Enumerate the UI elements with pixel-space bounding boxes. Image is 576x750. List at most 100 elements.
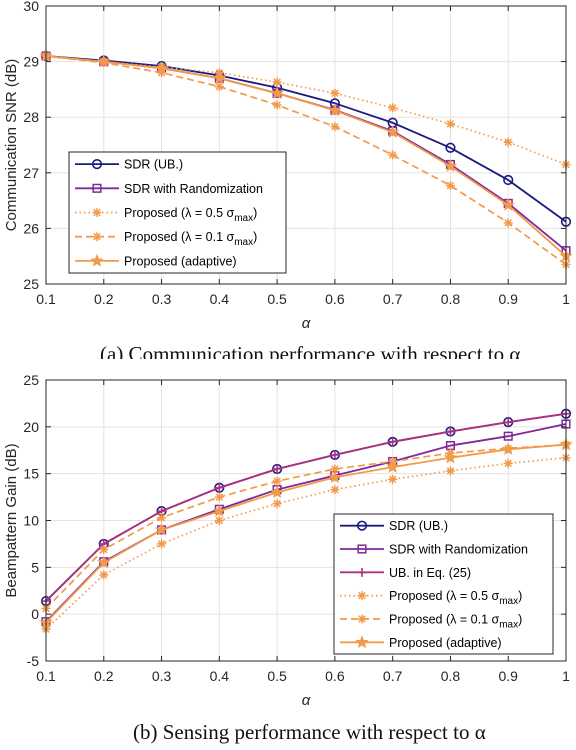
marker-plus <box>214 483 224 493</box>
caption-b: (b) Sensing performance with respect to … <box>133 720 486 744</box>
legend-box <box>68 151 287 274</box>
marker-square <box>92 183 102 193</box>
marker-asterisk <box>92 232 102 242</box>
legend-entry: Proposed (λ = 0.5 σmax) <box>124 206 257 224</box>
legend-entry: Proposed (λ = 0.1 σmax) <box>124 230 257 248</box>
x-axis-label: α <box>302 315 311 332</box>
marker-asterisk <box>357 591 367 601</box>
marker-asterisk <box>330 88 340 98</box>
marker-asterisk <box>214 492 224 502</box>
marker-star <box>385 125 400 138</box>
y-tick-label: 25 <box>23 372 39 388</box>
legend-entry: SDR with Randomization <box>389 543 528 557</box>
marker-star <box>501 197 515 211</box>
x-tick-label: 0.1 <box>36 668 56 684</box>
marker-star <box>212 504 227 517</box>
marker-asterisk <box>330 485 340 495</box>
x-tick-label: 0.5 <box>267 668 287 684</box>
marker-plus <box>445 427 455 437</box>
x-tick-label: 0.6 <box>325 668 345 684</box>
marker-asterisk <box>388 103 398 113</box>
x-tick-label: 0.2 <box>94 668 114 684</box>
marker-asterisk <box>388 150 398 160</box>
y-tick-label: 5 <box>31 559 39 575</box>
marker-star <box>443 450 458 464</box>
legend-entry: Proposed (λ = 0.1 σmax) <box>389 613 522 631</box>
marker-star <box>355 635 369 649</box>
series-line <box>45 456 567 630</box>
y-axis-label: Beampattern Gain (dB) <box>3 443 20 597</box>
x-tick-label: 0.8 <box>441 668 461 684</box>
marker-asterisk <box>388 474 398 484</box>
y-tick-label: 0 <box>31 606 39 622</box>
marker-star <box>212 71 227 85</box>
series-line <box>45 443 567 610</box>
marker-circle <box>356 520 368 531</box>
legend-box <box>333 513 554 655</box>
legend-entry: SDR (UB.) <box>389 519 448 533</box>
x-tick-label: 0.1 <box>36 291 56 307</box>
x-tick-label: 0.2 <box>94 291 114 307</box>
series-line <box>45 55 567 166</box>
y-tick-label: 20 <box>23 419 39 435</box>
marker-star <box>97 555 111 569</box>
y-tick-label: 25 <box>23 276 39 292</box>
x-tick-label: 0.7 <box>383 291 403 307</box>
x-tick-label: 1 <box>562 291 570 307</box>
axes-box <box>45 5 567 285</box>
y-tick-label: 29 <box>23 54 39 70</box>
marker-asterisk <box>214 516 224 525</box>
marker-asterisk <box>330 464 340 474</box>
marker-asterisk <box>214 82 224 92</box>
y-tick-label: 30 <box>23 0 39 14</box>
marker-asterisk <box>445 119 455 129</box>
series-line <box>45 412 567 602</box>
y-axis-label: Communication SNR (dB) <box>3 59 20 232</box>
x-tick-label: 0.4 <box>210 668 230 684</box>
y-tick-label: -5 <box>27 653 40 669</box>
y-tick-label: 15 <box>23 466 39 482</box>
marker-asterisk <box>503 218 513 228</box>
series-line <box>45 55 567 266</box>
marker-star <box>154 61 169 75</box>
legend-entry: Proposed (adaptive) <box>389 636 502 650</box>
series-3 <box>41 453 571 634</box>
x-tick-label: 1 <box>562 668 570 684</box>
legend: SDR (UB.) SDR with Randomization Proposed … <box>68 151 287 274</box>
legend-entry: SDR (UB.) <box>124 158 183 172</box>
chart-0: 0.1 0.2 0.3 0.4 0.5 0.6 0.7 0.8 0.9 1 25 26 27 28 29 30… <box>3 0 573 332</box>
legend-entry: SDR with Randomization <box>124 182 263 196</box>
marker-star <box>443 159 458 172</box>
y-tick-label: 28 <box>23 109 39 125</box>
marker-asterisk <box>272 499 282 509</box>
marker-asterisk <box>503 458 513 468</box>
x-axis-label: α <box>302 692 311 709</box>
x-tick-label: 0.8 <box>441 291 461 307</box>
marker-square <box>503 431 513 441</box>
marker-star <box>328 470 342 484</box>
marker-plus <box>357 567 367 577</box>
marker-plus <box>272 464 282 474</box>
marker-asterisk <box>99 570 109 580</box>
y-tick-label: 26 <box>23 220 39 236</box>
marker-star <box>385 460 400 473</box>
chart-1: 0.1 0.2 0.3 0.4 0.5 0.6 0.7 0.8 0.9 1 -5 0 5 10 15 20 25… <box>3 372 573 709</box>
marker-star <box>270 485 284 499</box>
marker-asterisk <box>272 77 282 87</box>
marker-asterisk <box>503 137 513 147</box>
marker-plus <box>503 417 513 427</box>
marker-asterisk <box>99 545 109 555</box>
marker-star <box>328 103 342 117</box>
x-tick-label: 0.4 <box>210 291 230 307</box>
series-line <box>45 55 567 223</box>
marker-star <box>501 442 515 456</box>
legend-entry: Proposed (adaptive) <box>124 254 237 268</box>
marker-asterisk <box>272 100 282 110</box>
x-tick-label: 0.9 <box>498 668 518 684</box>
marker-star <box>90 253 104 267</box>
marker-asterisk <box>272 476 282 486</box>
marker-star <box>270 86 284 100</box>
marker-asterisk <box>445 466 455 476</box>
x-tick-label: 0.7 <box>383 668 403 684</box>
